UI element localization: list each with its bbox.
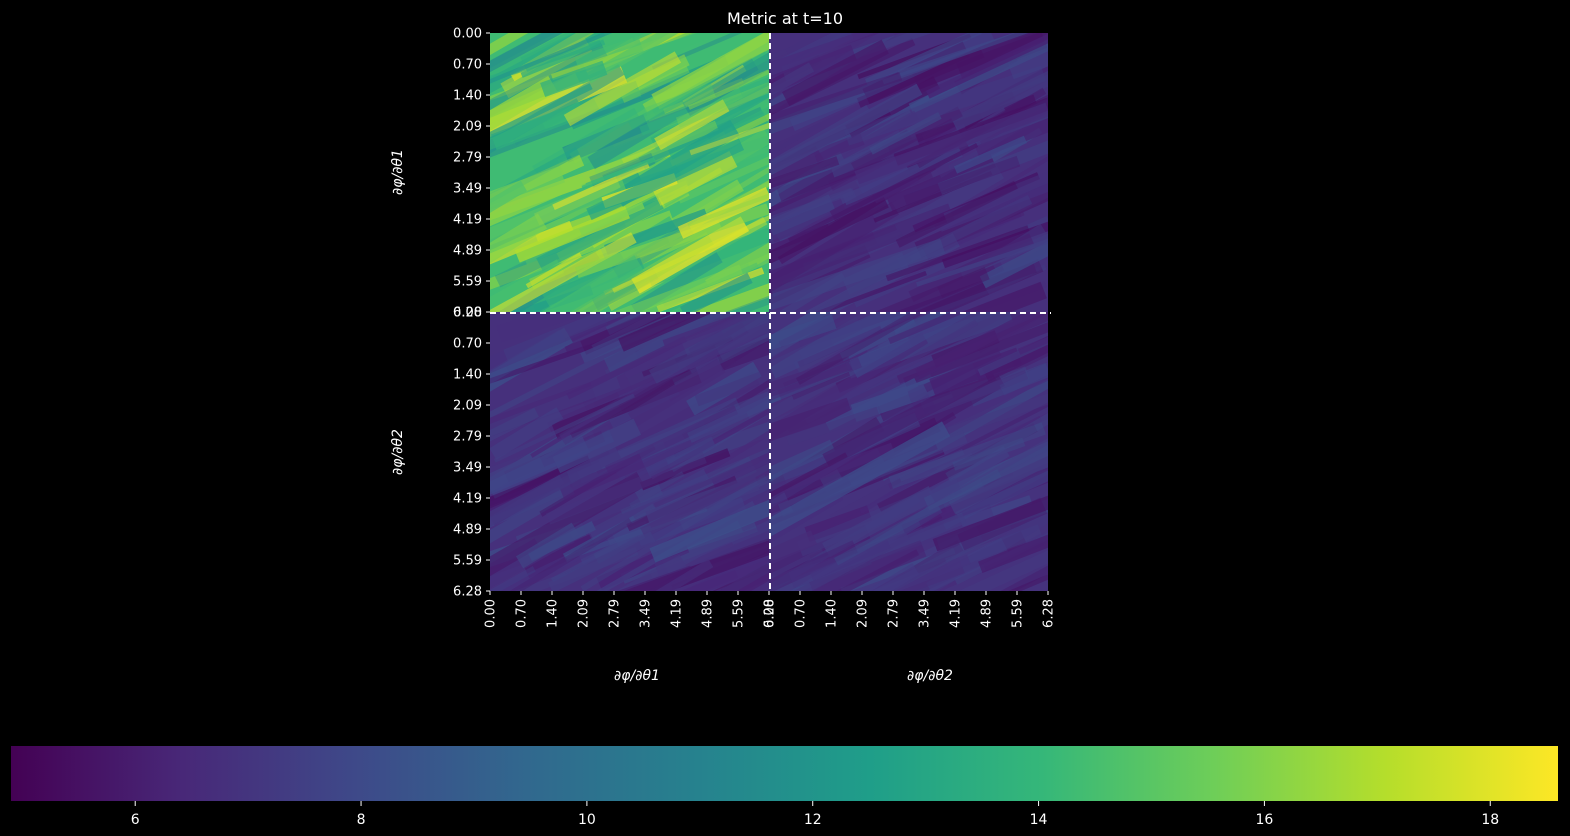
heatmap-blocks xyxy=(490,33,1048,591)
x-tick-label: 4.19 xyxy=(670,599,685,628)
x-tick-label: 6.28 xyxy=(1042,599,1057,628)
colorbar-ticks: 6 8 10 12 14 16 18 xyxy=(131,801,1499,828)
chart-title: Metric at t=10 xyxy=(727,9,843,28)
x-tick-label: 4.89 xyxy=(980,599,995,628)
y-tick-label: 5.59 xyxy=(453,554,482,569)
heatmap-block-r1-c1 xyxy=(769,312,1048,591)
y-tick-label: 0.70 xyxy=(453,58,482,73)
y-tick-label: 0.00 xyxy=(453,27,482,42)
y-tick-label: 4.19 xyxy=(453,213,482,228)
colorbar xyxy=(11,746,1558,801)
x-tick-label: 4.89 xyxy=(701,599,716,628)
y-tick-label: 0.00 xyxy=(453,306,482,321)
y-tick-label: 4.89 xyxy=(453,523,482,538)
y-tick-label: 6.28 xyxy=(453,306,482,321)
y-axis-label-theta1: ∂φ/∂θ1 xyxy=(390,149,406,195)
x-tick-label: 3.49 xyxy=(639,599,654,628)
x-tick-label: 5.59 xyxy=(732,599,747,628)
heatmap-block-r1-c0 xyxy=(490,312,769,591)
x-axis-label-theta1: ∂φ/∂θ1 xyxy=(614,668,660,684)
x-tick-label: 0.00 xyxy=(484,599,499,628)
y-axis-label-theta2: ∂φ/∂θ2 xyxy=(390,429,406,475)
y-tick-label: 2.79 xyxy=(453,430,482,445)
heatmap-block-r0-c1 xyxy=(769,33,1048,312)
colorbar-tick-label: 16 xyxy=(1255,812,1273,828)
colorbar-tick-label: 14 xyxy=(1030,812,1048,828)
x-tick-label: 2.09 xyxy=(577,599,592,628)
y-tick-label: 2.09 xyxy=(453,120,482,135)
x-tick-label: 2.79 xyxy=(608,599,623,628)
x-tick-label: 4.19 xyxy=(949,599,964,628)
y-tick-label: 4.89 xyxy=(453,244,482,259)
y-tick-label: 1.40 xyxy=(453,89,482,104)
y-tick-label: 3.49 xyxy=(453,461,482,476)
colorbar-tick-label: 10 xyxy=(578,812,596,828)
x-tick-label: 1.40 xyxy=(546,599,561,628)
x-tick-label: 5.59 xyxy=(1011,599,1026,628)
y-tick-label: 4.19 xyxy=(453,492,482,507)
colorbar-tick-label: 18 xyxy=(1481,812,1499,828)
y-tick-label: 2.09 xyxy=(453,399,482,414)
x-tick-label: 2.09 xyxy=(856,599,871,628)
block-separators xyxy=(490,33,1051,591)
y-tick-label: 3.49 xyxy=(453,182,482,197)
x-tick-label: 1.40 xyxy=(825,599,840,628)
heatmap-block-r0-c0 xyxy=(490,33,769,312)
x-tick-label: 0.70 xyxy=(515,599,530,628)
x-tick-label: 0.70 xyxy=(794,599,809,628)
x-tick-label: 6.28 xyxy=(763,599,778,628)
y-tick-label: 1.40 xyxy=(453,368,482,383)
y-tick-label: 2.79 xyxy=(453,151,482,166)
x-axis-ticks: 0.00 0.70 1.40 2.09 2.79 3.49 4.19 4.89 5.59 6.28… xyxy=(484,591,1057,628)
x-axis-label-theta2: ∂φ/∂θ2 xyxy=(907,668,953,684)
x-tick-label: 3.49 xyxy=(918,599,933,628)
y-tick-label: 0.70 xyxy=(453,337,482,352)
y-tick-label: 5.59 xyxy=(453,275,482,290)
colorbar-tick-label: 8 xyxy=(357,812,366,828)
x-tick-label: 0.00 xyxy=(763,599,778,628)
y-axis-ticks: 0.00 0.70 1.40 2.09 2.79 3.49 4.19 4.89 5.59 6.28… xyxy=(453,27,490,600)
colorbar-tick-label: 6 xyxy=(131,812,140,828)
y-tick-label: 6.28 xyxy=(453,585,482,600)
x-tick-label: 2.79 xyxy=(887,599,902,628)
colorbar-tick-label: 12 xyxy=(804,812,822,828)
